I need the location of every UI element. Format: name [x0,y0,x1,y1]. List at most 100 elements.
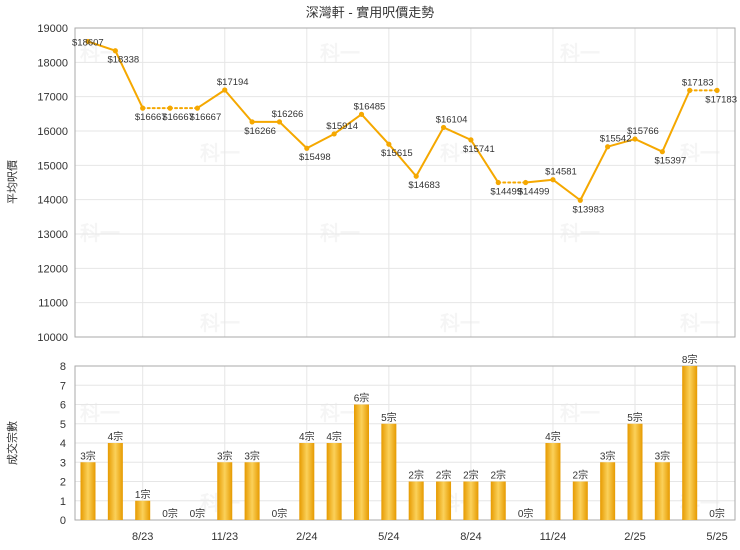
watermark-text: 科一 [440,311,480,335]
count-bar-label: 4宗 [108,430,124,443]
count-bar-label: 0宗 [518,507,534,520]
count-bar-label: 3宗 [655,449,671,462]
price-point-label: $13983 [572,204,604,215]
price-point-label: $17183 [705,94,737,105]
count-bar-label: 0宗 [709,507,725,520]
x-tick-label: 2/24 [296,531,317,543]
price-point [386,141,392,147]
price-line-segment [360,113,390,146]
price-line-segment [579,145,609,202]
price-point [167,105,173,111]
count-bar-label: 3宗 [244,449,260,462]
price-point-label: $14581 [545,167,577,178]
price-point-label: $16266 [244,126,276,137]
price-point [194,105,200,111]
price-line-segment [333,113,363,135]
price-line [87,40,719,202]
count-bar [490,481,506,520]
count-y-tick-label: 0 [60,515,66,527]
count-bar-label: 2宗 [463,469,479,482]
price-point-label: $17183 [682,77,714,88]
count-bar [463,481,479,520]
price-point [495,179,501,186]
price-point-label: $14499 [518,187,550,198]
count-y-tick-label: 5 [60,419,66,431]
count-y-tick-label: 1 [60,496,66,508]
price-line-segment [114,49,144,110]
price-y-tick-label: 16000 [37,126,68,138]
count-bar-label: 3宗 [600,449,616,462]
watermark-text: 科一 [320,41,360,65]
count-bar [326,443,342,520]
count-plot-area [74,365,736,521]
x-axis-labels: 8/23 11/23 2/24 5/24 8/24 11/24 2/25 5/25 [132,531,728,543]
count-bar [408,481,424,520]
count-y-tick-label: 7 [60,380,66,392]
count-bar [627,423,643,520]
price-y-tick-label: 11000 [38,298,68,310]
count-bar [107,443,123,520]
price-y-tick-label: 17000 [37,92,68,104]
price-gridlines [75,27,735,338]
price-point-label: $16667 [190,112,222,123]
price-point [140,105,146,111]
price-point-label: $16266 [272,109,304,120]
count-bar-label: 4宗 [545,430,561,443]
price-point [358,111,365,117]
watermark-text: 科一 [680,311,720,335]
watermark-text: 科一 [560,41,600,65]
count-bar [545,443,561,520]
count-bar-label: 0宗 [162,507,178,520]
price-point [577,197,583,203]
price-y-tick-label: 14000 [37,195,68,207]
price-point-label: $15542 [600,134,632,145]
count-bar [135,500,151,520]
count-bar-label: 1宗 [135,488,151,501]
count-y-axis: 0 1 2 3 4 5 6 7 8 [60,361,66,527]
count-bar [654,462,670,520]
count-bars [80,366,698,520]
price-point [605,144,611,150]
x-tick-label: 11/24 [540,531,567,543]
count-bar-label: 2宗 [436,469,452,482]
price-point [659,149,665,155]
price-point [222,87,228,93]
count-bar-label: 5宗 [627,411,643,424]
count-bar [80,462,96,520]
count-bar [381,423,397,520]
x-tick-label: 5/24 [378,531,399,543]
count-bar-label: 2宗 [573,469,589,482]
watermark-text: 科一 [200,141,240,165]
price-point [112,48,118,54]
count-y-tick-label: 8 [60,361,66,373]
price-y-tick-label: 15000 [37,160,68,172]
count-bar [299,443,315,520]
price-point-label: $16485 [354,101,386,112]
count-bar-label: 4宗 [299,430,315,443]
count-bar [244,462,260,520]
watermark-text: 科一 [320,221,360,245]
x-tick-label: 11/23 [211,531,238,543]
count-bar [600,462,616,520]
price-point [276,119,283,125]
price-point [468,137,474,143]
price-y-tick-label: 19000 [37,23,68,35]
price-y-axis: 10000 11000 12000 13000 14000 15000 16000 17000… [37,23,68,344]
price-point [632,136,638,142]
price-plot-area [74,27,736,338]
price-point [687,87,693,93]
price-points [85,38,720,203]
price-point-label: $15615 [381,148,413,159]
count-y-tick-label: 3 [60,457,66,469]
price-point-label: $14499 [490,187,522,198]
price-line-segment [551,178,582,202]
count-bar [217,462,233,520]
price-point-label: $17194 [217,77,249,88]
count-y-axis-label: 成交宗數 [5,421,19,465]
price-line-segment [661,89,691,153]
price-point-label: $15741 [463,144,495,155]
price-point [523,179,529,186]
watermark-text: 科一 [80,221,120,245]
count-y-tick-label: 6 [60,400,66,412]
